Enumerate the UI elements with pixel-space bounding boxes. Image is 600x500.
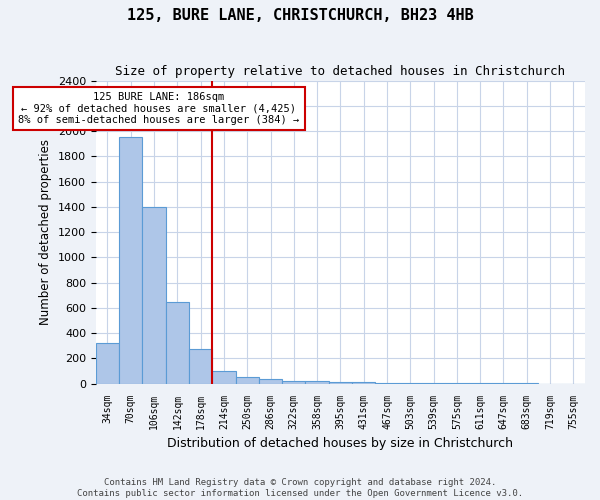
Bar xyxy=(422,383,445,384)
X-axis label: Distribution of detached houses by size in Christchurch: Distribution of detached houses by size … xyxy=(167,437,514,450)
Bar xyxy=(142,207,166,384)
Bar xyxy=(96,342,119,384)
Bar xyxy=(212,371,236,384)
Bar xyxy=(189,349,212,384)
Title: Size of property relative to detached houses in Christchurch: Size of property relative to detached ho… xyxy=(115,65,565,78)
Bar xyxy=(352,382,376,384)
Text: 125 BURE LANE: 186sqm
← 92% of detached houses are smaller (4,425)
8% of semi-de: 125 BURE LANE: 186sqm ← 92% of detached … xyxy=(18,92,299,125)
Bar xyxy=(398,383,422,384)
Bar xyxy=(376,382,398,384)
Bar xyxy=(329,382,352,384)
Bar xyxy=(282,380,305,384)
Bar xyxy=(445,383,469,384)
Text: Contains HM Land Registry data © Crown copyright and database right 2024.
Contai: Contains HM Land Registry data © Crown c… xyxy=(77,478,523,498)
Bar xyxy=(166,302,189,384)
Y-axis label: Number of detached properties: Number of detached properties xyxy=(40,139,52,325)
Bar xyxy=(305,381,329,384)
Text: 125, BURE LANE, CHRISTCHURCH, BH23 4HB: 125, BURE LANE, CHRISTCHURCH, BH23 4HB xyxy=(127,8,473,22)
Bar xyxy=(236,378,259,384)
Bar xyxy=(119,138,142,384)
Bar xyxy=(259,380,282,384)
